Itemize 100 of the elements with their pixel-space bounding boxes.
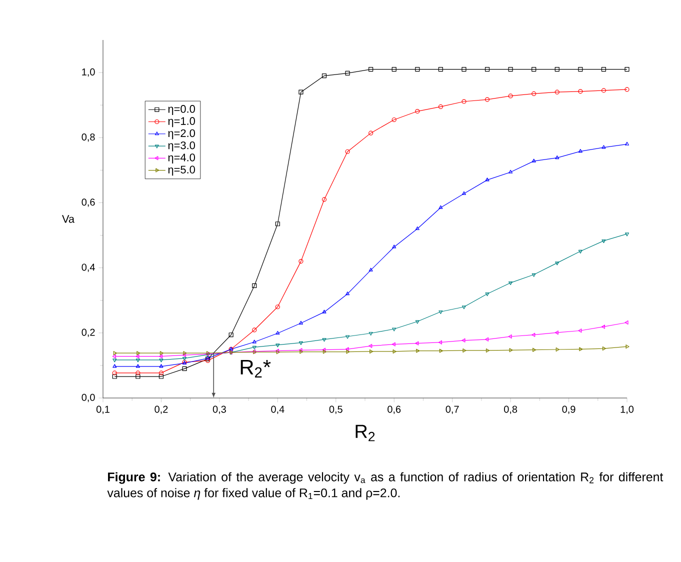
point	[345, 347, 349, 352]
point	[415, 108, 420, 114]
point	[346, 292, 350, 296]
point	[508, 66, 513, 72]
point	[368, 344, 372, 348]
legend-label: η=2.0	[168, 129, 195, 140]
point	[136, 351, 140, 356]
point	[462, 191, 466, 195]
x-tick-label: 0,8	[504, 406, 518, 414]
point	[368, 268, 373, 272]
point	[158, 370, 164, 376]
point	[484, 97, 490, 102]
point	[554, 90, 560, 94]
point	[438, 340, 442, 344]
point	[602, 240, 606, 244]
point	[252, 283, 257, 288]
x-tick-label: 0,5	[329, 406, 342, 414]
point	[602, 346, 606, 351]
point	[345, 70, 350, 76]
point	[136, 354, 140, 358]
point	[462, 306, 466, 310]
point	[298, 259, 304, 264]
point	[112, 374, 117, 379]
point	[532, 158, 536, 162]
x-tick-label: 0,1	[96, 406, 110, 414]
legend-label: η=5.0	[168, 166, 195, 176]
point	[415, 66, 420, 72]
point	[438, 104, 443, 110]
point	[462, 66, 466, 72]
point	[298, 341, 303, 345]
point	[160, 351, 164, 356]
point	[578, 89, 583, 94]
point	[416, 348, 420, 353]
point	[485, 178, 490, 182]
point	[368, 66, 374, 72]
legend-label: η=4.0	[168, 154, 195, 164]
point	[532, 66, 536, 72]
point	[484, 66, 490, 72]
point	[275, 304, 280, 310]
point	[252, 346, 256, 350]
point	[532, 273, 536, 277]
text: Figure 9: Variation of the average velocity v$_{a}$ as a function of radius of orientation R$_{2}$ for different values of noise η for fixed value of R$_{1}$=0.1 and ρ=2.0.	[107, 472, 664, 500]
point	[578, 250, 582, 254]
point	[298, 90, 304, 94]
point	[322, 310, 326, 314]
point	[136, 358, 140, 362]
point	[439, 348, 443, 353]
legend-label: η=0.0	[168, 105, 195, 115]
y-tick-label: 1,0	[82, 68, 95, 77]
point	[298, 320, 303, 324]
point	[322, 74, 327, 78]
x-tick-label: 0,6	[388, 406, 401, 414]
point	[392, 66, 396, 72]
point	[182, 366, 187, 371]
point	[462, 338, 466, 342]
y-tick-label: 0,6	[82, 198, 95, 207]
y-tick-label: 0,8	[82, 134, 95, 142]
point	[228, 332, 234, 338]
point	[485, 292, 490, 296]
point	[415, 341, 419, 346]
point	[136, 364, 140, 368]
point	[508, 281, 513, 286]
point	[554, 330, 558, 335]
point	[252, 328, 257, 332]
x-tick-label: 0,3	[212, 406, 226, 414]
point	[484, 337, 489, 342]
point	[556, 347, 560, 352]
y-axis-title: Va	[62, 215, 75, 223]
point	[532, 91, 536, 96]
x-tick-label: 0,9	[562, 406, 576, 414]
point	[462, 348, 466, 353]
point	[158, 354, 163, 358]
point	[276, 344, 280, 348]
y-tick-label: 0,2	[82, 328, 95, 338]
point	[182, 356, 187, 361]
point	[158, 374, 164, 379]
point	[578, 328, 582, 333]
point	[415, 226, 420, 230]
point	[392, 342, 396, 346]
legend-label: η=1.0	[168, 117, 195, 128]
point	[392, 349, 396, 354]
x-tick-label: 0,7	[446, 406, 459, 414]
point	[578, 149, 582, 153]
point	[252, 340, 256, 344]
point	[602, 145, 606, 149]
point	[415, 320, 420, 324]
point	[322, 197, 327, 202]
point	[370, 349, 374, 354]
x-axis-title: R$_{2}$	[356, 424, 375, 442]
y-tick-label: 0,0	[82, 394, 95, 402]
point	[136, 370, 140, 376]
point	[462, 99, 466, 104]
point	[508, 170, 513, 174]
point	[276, 330, 280, 335]
point	[345, 149, 350, 154]
point	[532, 348, 536, 352]
point	[579, 347, 583, 352]
point	[136, 374, 140, 379]
point	[159, 364, 164, 368]
point	[159, 358, 164, 362]
